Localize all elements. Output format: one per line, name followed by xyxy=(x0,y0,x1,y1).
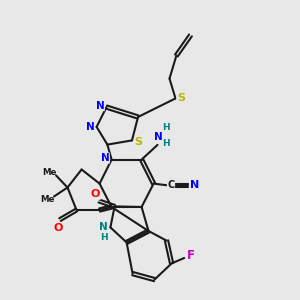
Text: S: S xyxy=(177,93,185,103)
Text: O: O xyxy=(91,189,100,200)
Text: Me: Me xyxy=(40,195,55,204)
Text: F: F xyxy=(187,249,195,262)
Text: N: N xyxy=(154,132,163,142)
Text: N: N xyxy=(99,222,108,232)
Text: H: H xyxy=(162,123,170,132)
Text: N: N xyxy=(95,100,104,111)
Text: H: H xyxy=(162,140,170,148)
Text: H: H xyxy=(100,232,108,242)
Text: C: C xyxy=(167,180,175,190)
Text: Me: Me xyxy=(42,168,57,177)
Text: N: N xyxy=(100,153,109,163)
Text: S: S xyxy=(135,137,142,147)
Text: N: N xyxy=(190,180,200,190)
Text: N: N xyxy=(85,122,94,132)
Text: O: O xyxy=(54,223,63,233)
